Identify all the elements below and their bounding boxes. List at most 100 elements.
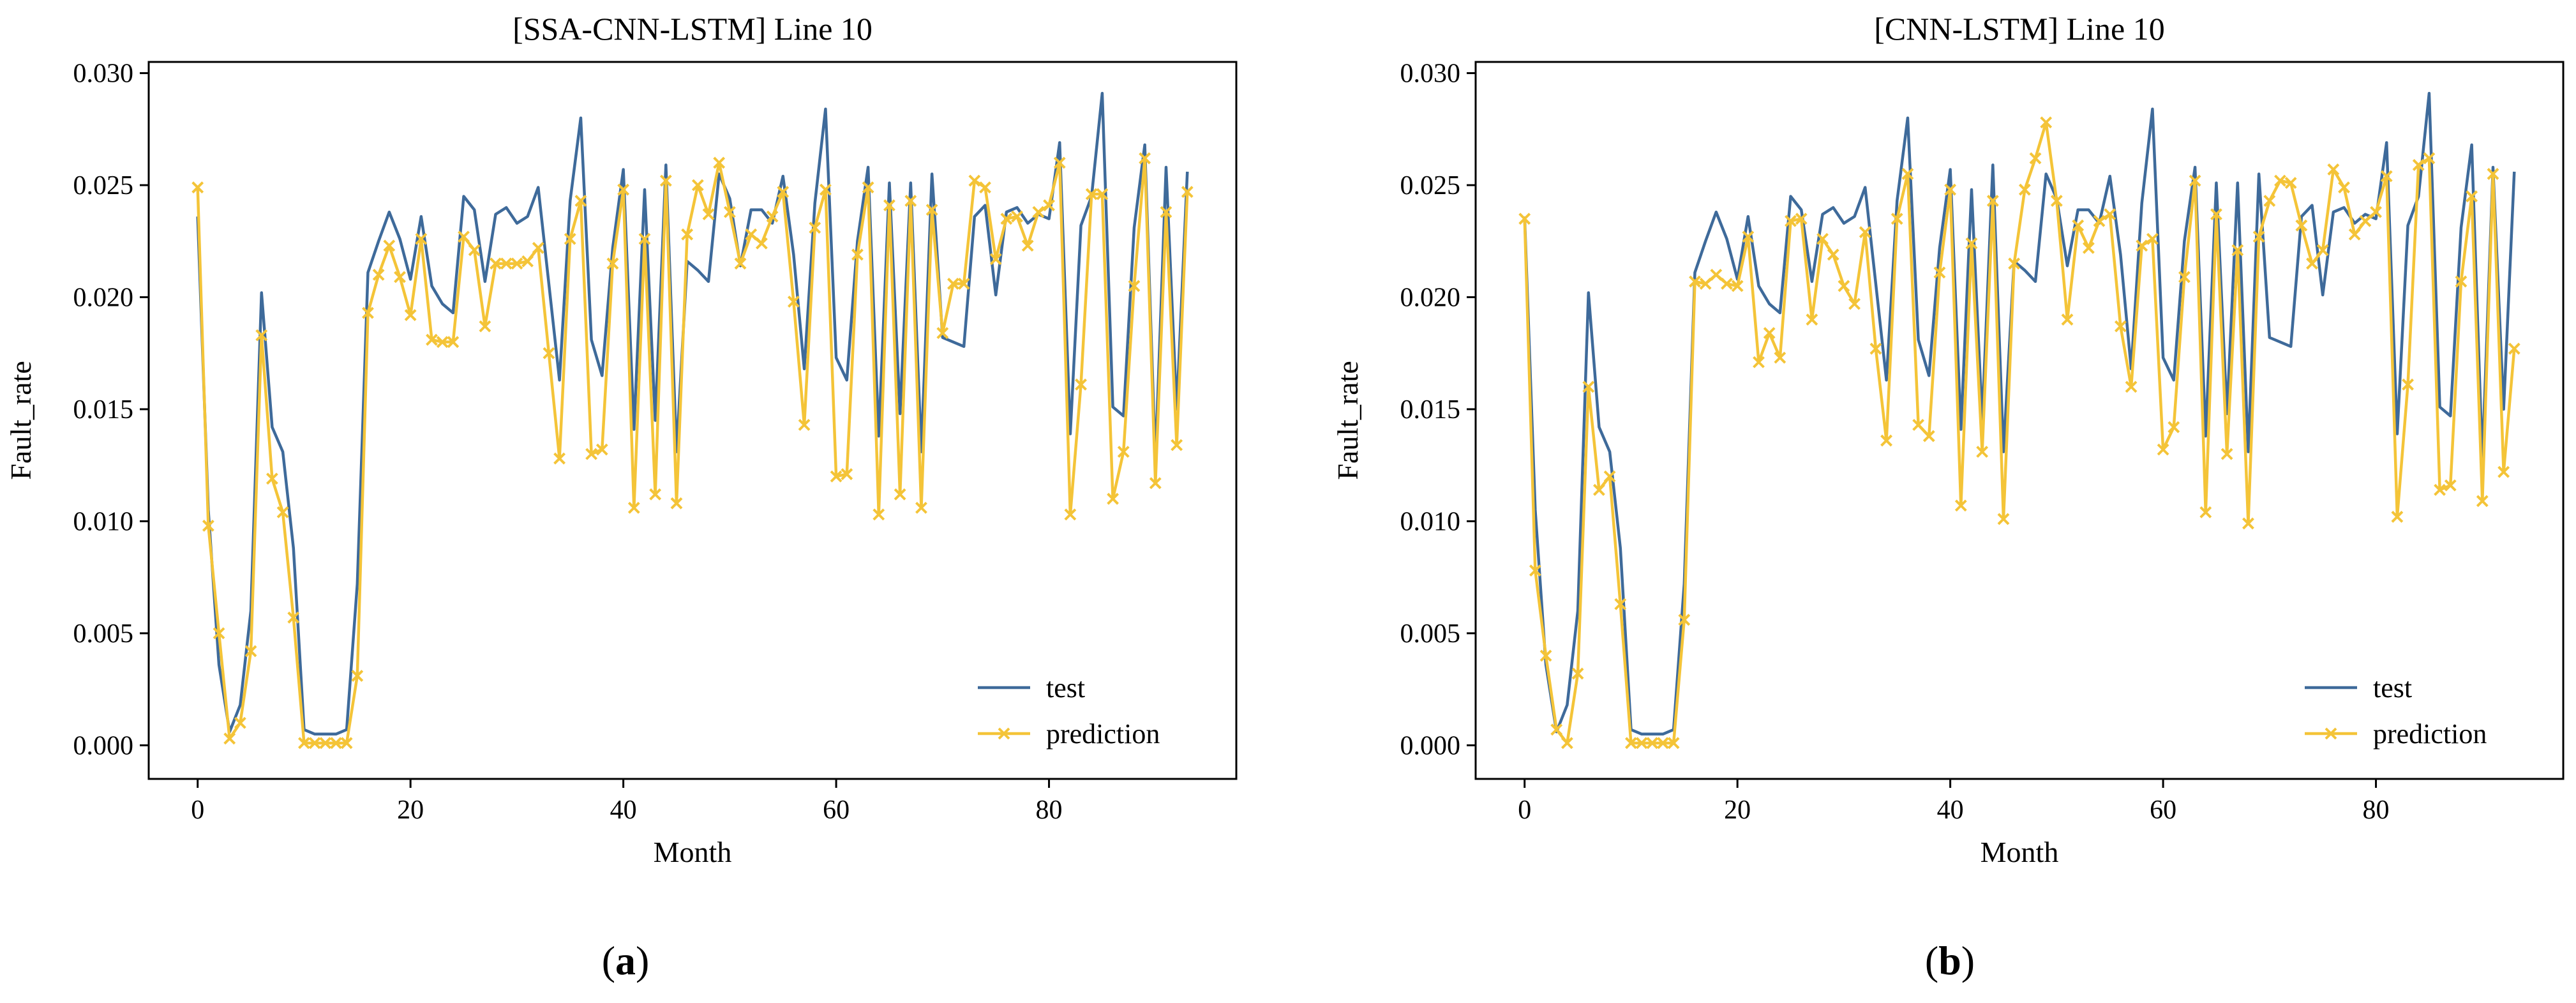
data-point-prediction: [1149, 477, 1162, 490]
data-point-prediction: [1838, 280, 1850, 292]
data-point-prediction: [1646, 737, 1659, 750]
data-point-prediction: [1096, 188, 1109, 200]
data-point-prediction: [925, 204, 938, 216]
data-point-prediction: [2082, 241, 2095, 254]
data-point-prediction: [1976, 446, 1989, 458]
data-point-prediction: [436, 336, 449, 349]
data-point-prediction: [904, 195, 917, 207]
data-point-prediction: [787, 296, 800, 308]
data-point-prediction: [415, 232, 428, 245]
x-tick-label: 60: [823, 796, 850, 825]
y-tick-label: 0.010: [1400, 507, 1461, 536]
data-point-prediction: [426, 333, 438, 346]
y-tick-label: 0.020: [1400, 283, 1461, 312]
data-point-prediction: [2391, 510, 2404, 523]
data-point-prediction: [490, 257, 502, 270]
series-prediction: [191, 152, 1194, 750]
x-tick-label: 40: [1937, 796, 1964, 825]
data-point-prediction: [1891, 213, 1903, 225]
data-point-prediction: [894, 488, 906, 501]
data-point-prediction: [2018, 183, 2031, 196]
data-point-prediction: [1721, 278, 1733, 290]
data-point-prediction: [1763, 327, 1776, 340]
data-point-prediction: [1731, 280, 1744, 292]
data-point-prediction: [191, 181, 204, 193]
data-point-prediction: [2231, 244, 2244, 257]
data-point-prediction: [1021, 239, 1034, 252]
data-point-prediction: [1085, 188, 1098, 200]
data-point-prediction: [2146, 232, 2159, 245]
data-point-prediction: [989, 253, 1002, 266]
data-point-prediction: [2455, 275, 2467, 288]
series-test: [1523, 91, 2516, 736]
data-point-prediction: [862, 181, 874, 193]
data-point-prediction: [319, 737, 332, 750]
data-point-prediction: [2508, 342, 2520, 355]
data-point-prediction: [2114, 320, 2127, 333]
data-point-prediction: [1774, 351, 1786, 364]
data-point-prediction: [2220, 448, 2233, 460]
y-tick-label: 0.025: [73, 171, 134, 200]
data-point-prediction: [1753, 356, 1765, 368]
legend: test prediction: [2305, 672, 2487, 750]
data-point-prediction: [1518, 213, 1531, 225]
data-point-prediction: [213, 627, 225, 640]
plot-frame: [147, 61, 1238, 780]
data-point-prediction: [1997, 513, 2010, 525]
data-point-prediction: [1571, 667, 1584, 680]
data-point-prediction: [819, 183, 832, 196]
data-point-prediction: [681, 228, 694, 241]
data-point-prediction: [830, 470, 842, 483]
data-point-prediction: [2093, 215, 2106, 227]
data-point-prediction: [1986, 195, 1999, 207]
data-point-prediction: [691, 179, 704, 192]
data-point-prediction: [1944, 183, 1957, 196]
data-point-prediction: [2136, 239, 2148, 252]
data-point-prediction: [723, 206, 736, 218]
data-point-prediction: [936, 327, 949, 340]
data-point-prediction: [574, 195, 587, 207]
series-prediction: [1518, 116, 2520, 750]
data-point-prediction: [1107, 492, 1120, 505]
data-point-prediction: [2402, 378, 2414, 391]
legend-label-prediction: prediction: [2373, 718, 2487, 750]
data-point-prediction: [1933, 266, 1946, 279]
legend-label-test: test: [1046, 672, 1085, 704]
data-point-prediction: [2295, 219, 2308, 232]
data-point-prediction: [1625, 737, 1637, 750]
data-point-prediction: [2252, 230, 2265, 243]
data-point-prediction: [2178, 271, 2190, 283]
data-point-prediction: [351, 670, 364, 682]
data-point-prediction: [1160, 206, 1172, 218]
data-point-prediction: [1053, 156, 1066, 169]
data-point-prediction: [1075, 378, 1087, 391]
data-point-prediction: [2380, 170, 2393, 183]
data-point-prediction: [500, 257, 513, 270]
data-point-prediction: [468, 244, 481, 257]
data-point-prediction: [649, 488, 662, 501]
data-point-prediction: [734, 257, 747, 270]
data-point-prediction: [2316, 244, 2329, 257]
panel-label-a: (a): [601, 938, 650, 983]
data-point-prediction: [617, 183, 630, 196]
data-point-prediction: [1064, 508, 1077, 521]
data-point-prediction: [2444, 479, 2457, 492]
data-point-prediction: [2284, 177, 2297, 189]
data-point-prediction: [1032, 206, 1045, 218]
data-point-prediction: [1539, 649, 1552, 662]
data-point-prediction: [872, 508, 885, 521]
data-point-prediction: [713, 156, 726, 169]
data-point-prediction: [553, 452, 565, 465]
data-point-prediction: [979, 181, 991, 193]
data-point-prediction: [532, 241, 544, 254]
data-point-prediction: [564, 232, 576, 245]
data-point-prediction: [479, 320, 491, 333]
data-point-prediction: [777, 186, 790, 198]
data-point-prediction: [1592, 483, 1605, 496]
y-tick-label: 0.000: [73, 731, 134, 760]
y-tick-label: 0.015: [73, 395, 134, 425]
data-point-prediction: [202, 520, 214, 532]
data-point-prediction: [1635, 737, 1648, 750]
data-point-prediction: [1603, 470, 1616, 483]
legend: test prediction: [978, 672, 1160, 750]
